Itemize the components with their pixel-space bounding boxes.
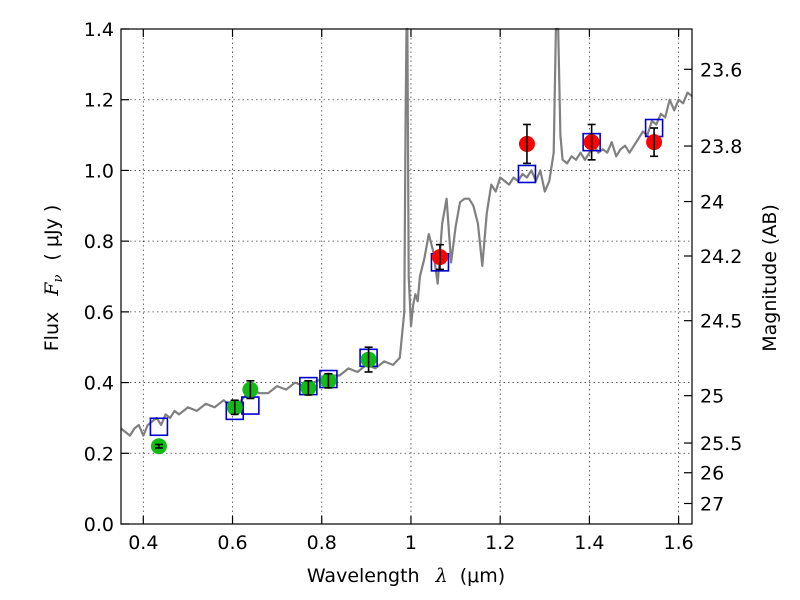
x-tick-label: 0.4 — [128, 532, 158, 554]
spectrum-line — [120, 27, 693, 437]
y-tick-label: 0.4 — [84, 373, 114, 395]
x-axis-ticks: 0.4 0.6 0.8 1 1.2 1.4 1.6 — [128, 29, 694, 554]
y-tick-label: 0.0 — [84, 514, 114, 536]
y-tick-label: 1.2 — [84, 90, 114, 112]
y-tick-label: 1.4 — [84, 19, 114, 41]
x-axis-label: Wavelength λ (μm) — [307, 565, 505, 587]
y-tick-label: 0.8 — [84, 231, 114, 253]
y2-tick-label: 24.2 — [700, 246, 742, 268]
y2-tick-label: 25 — [700, 386, 724, 408]
y2-tick-label: 24 — [700, 192, 724, 214]
y2-axis-ticks: 23.6 23.8 24 24.2 24.5 25 25.5 26 27 — [684, 59, 742, 515]
x-tick-label: 0.8 — [307, 532, 337, 554]
y-axis-label-unit: ( μJy ) — [41, 205, 63, 261]
model-point — [517, 164, 537, 184]
x-tick-label: 1 — [405, 532, 417, 554]
model-points-series — [149, 118, 664, 437]
y2-tick-label: 26 — [700, 463, 724, 485]
y2-axis-label: Magnitude (AB) — [759, 204, 781, 352]
y2-tick-label: 25.5 — [700, 433, 742, 455]
y-axis-label-subscript: ν — [51, 275, 66, 283]
y-axis-label-symbol: F — [41, 282, 63, 297]
y-tick-label: 1.0 — [84, 160, 114, 182]
y2-tick-label: 27 — [700, 493, 724, 515]
y-axis-label: Flux Fν ( μJy ) — [41, 205, 67, 352]
x-axis-label-unit: (μm) — [460, 565, 505, 587]
x-tick-label: 1.2 — [485, 532, 515, 554]
x-tick-label: 1.4 — [574, 532, 604, 554]
y-tick-label: 0.6 — [84, 302, 114, 324]
y-axis-ticks: 0.0 0.2 0.4 0.6 0.8 1.0 1.2 1.4 — [84, 19, 129, 536]
spectrum-series — [120, 27, 693, 437]
x-tick-label: 1.6 — [664, 532, 694, 554]
x-tick-label: 0.6 — [217, 532, 247, 554]
model-point — [241, 396, 260, 415]
y-tick-label: 0.2 — [84, 443, 114, 465]
y2-tick-label: 24.5 — [700, 311, 742, 333]
y2-tick-label: 23.8 — [700, 136, 742, 158]
model-point — [149, 417, 169, 437]
grid-lines — [121, 29, 692, 524]
plot-frame — [120, 28, 693, 525]
nir-points-series — [431, 123, 663, 271]
x-axis-label-prefix: Wavelength — [307, 565, 420, 587]
optical-points-series — [150, 346, 377, 455]
y2-tick-label: 23.6 — [700, 59, 742, 81]
y-axis-label-prefix: Flux — [41, 312, 63, 352]
x-axis-label-symbol: λ — [435, 565, 448, 587]
